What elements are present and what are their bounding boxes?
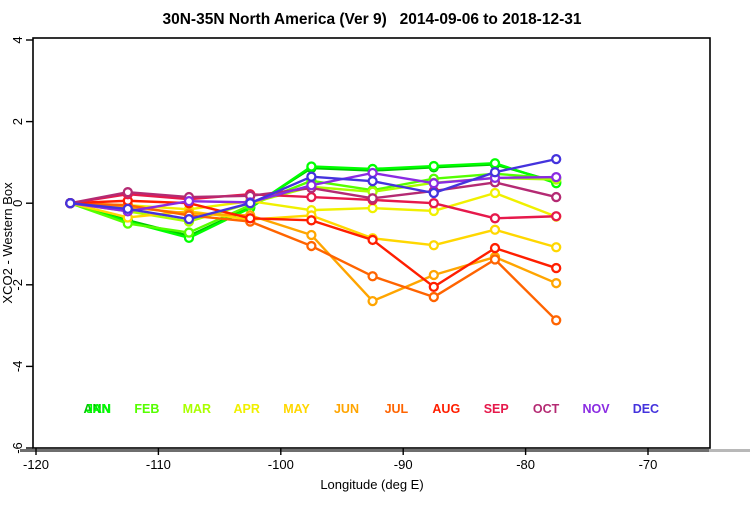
legend-label-SEP: SEP bbox=[484, 402, 509, 416]
series-marker-NOV bbox=[306, 180, 317, 191]
series-marker-JUN bbox=[551, 278, 562, 289]
x-axis-label: Longitude (deg E) bbox=[320, 477, 423, 492]
y-tick-label: -6 bbox=[10, 442, 25, 454]
series-marker-NOV bbox=[183, 196, 195, 207]
legend-label-OCT: OCT bbox=[533, 402, 560, 416]
legend-label-JAN: JAN bbox=[86, 402, 111, 416]
y-tick-label: -2 bbox=[10, 279, 25, 291]
series-marker-JAN bbox=[489, 158, 501, 169]
series-marker-NOV bbox=[367, 167, 378, 179]
series-marker-SEP bbox=[428, 198, 439, 209]
series-marker-AUG bbox=[367, 234, 378, 246]
series-marker-DEC bbox=[306, 171, 317, 182]
series-marker-APR bbox=[367, 202, 378, 214]
series-marker-AUG bbox=[551, 262, 562, 274]
series-marker-OCT bbox=[551, 191, 562, 203]
series-marker-SEP bbox=[306, 191, 317, 203]
y-tick-label: 4 bbox=[10, 36, 25, 43]
plot-box bbox=[32, 37, 711, 449]
series-marker-NOV bbox=[551, 171, 562, 183]
legend-label-MAY: MAY bbox=[283, 402, 310, 416]
series-marker-MAY bbox=[489, 224, 501, 235]
series-marker-JUL bbox=[489, 254, 501, 265]
legend-label-ANN: ANN bbox=[83, 402, 110, 416]
plot-area: -120 -110 -100 -90 -80 -70 -6 -4 -2 0 2 4 bbox=[10, 36, 750, 472]
series-marker-DEC bbox=[367, 176, 378, 187]
x-tick-label: -110 bbox=[146, 457, 171, 472]
series-marker-DEC bbox=[428, 187, 439, 199]
series-marker-DEC bbox=[551, 153, 562, 165]
series-marker-JUL bbox=[428, 291, 439, 303]
series-marker-JUL bbox=[306, 240, 317, 252]
x-tick-label: -70 bbox=[639, 457, 658, 472]
series-marker-JUN bbox=[306, 229, 317, 241]
series-marker-AUG bbox=[428, 281, 439, 292]
series-marker-AUG bbox=[489, 242, 501, 254]
x-tick-label: -120 bbox=[23, 457, 49, 472]
series-marker-NOV bbox=[428, 178, 439, 189]
series-marker-SEP bbox=[489, 213, 501, 224]
legend-label-JUL: JUL bbox=[385, 402, 409, 416]
series-marker-DEC bbox=[245, 198, 256, 209]
series-marker-DEC bbox=[489, 167, 501, 178]
series-marker-JUN bbox=[367, 295, 378, 307]
series-marker-OCT bbox=[367, 193, 378, 204]
series-marker-DEC bbox=[65, 198, 76, 209]
legend-label-APR: APR bbox=[233, 402, 259, 416]
legend-label-MAR: MAR bbox=[183, 402, 211, 416]
legend-label-AUG: AUG bbox=[432, 402, 460, 416]
x-tick-label: -80 bbox=[516, 457, 535, 472]
legend-label-DEC: DEC bbox=[633, 402, 659, 416]
series-marker-JUN bbox=[428, 269, 439, 281]
series-marker-AUG bbox=[245, 213, 256, 224]
series-marker-JAN bbox=[428, 160, 439, 172]
series-marker-MAY bbox=[428, 240, 439, 251]
series-marker-AUG bbox=[306, 215, 317, 226]
series-marker-MAY bbox=[551, 242, 562, 253]
chart-title: 30N-35N North America (Ver 9) 2014-09-06… bbox=[163, 11, 582, 28]
x-tick-label: -90 bbox=[394, 457, 413, 472]
series-marker-DEC bbox=[183, 213, 195, 225]
y-axis-label: XCO2 - Western Box bbox=[0, 182, 15, 304]
series-marker-JAN bbox=[306, 161, 317, 172]
series-marker-OCT bbox=[122, 187, 133, 198]
series-marker-SEP bbox=[551, 211, 562, 222]
y-tick-label: -4 bbox=[10, 361, 25, 373]
y-tick-label: 2 bbox=[10, 118, 25, 125]
y-tick-label: 0 bbox=[10, 200, 25, 207]
series-marker-JUL bbox=[367, 271, 378, 282]
x-tick-label: -100 bbox=[268, 457, 294, 472]
legend-label-JUN: JUN bbox=[334, 402, 359, 416]
legend-label-NOV: NOV bbox=[582, 402, 610, 416]
series-marker-FEB bbox=[183, 227, 195, 238]
series-marker-DEC bbox=[122, 203, 133, 215]
legend-label-FEB: FEB bbox=[134, 402, 159, 416]
series-marker-APR bbox=[489, 187, 501, 199]
series-marker-JUL bbox=[551, 315, 562, 326]
